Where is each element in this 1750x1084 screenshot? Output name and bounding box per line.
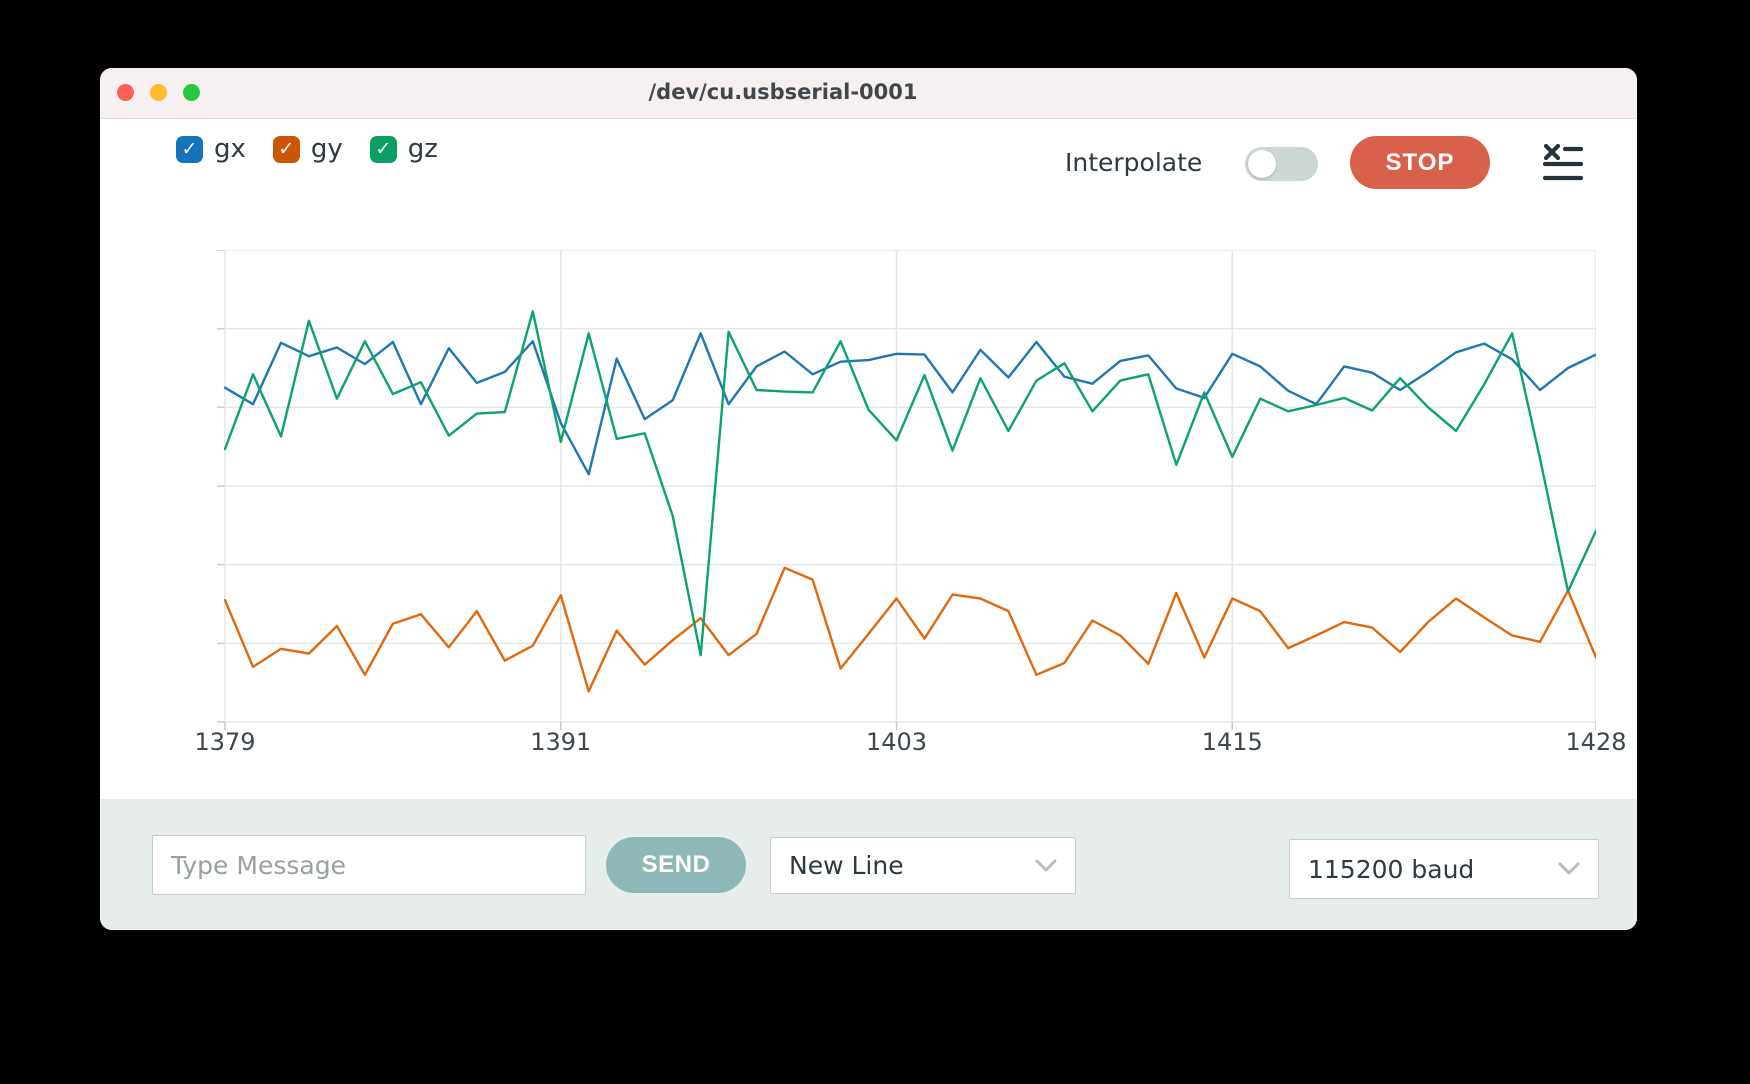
- x-tick-label: 1391: [530, 728, 592, 756]
- minimize-button[interactable]: [150, 84, 167, 101]
- legend-item-gx[interactable]: ✓ gx: [176, 134, 246, 164]
- window-title: /dev/cu.usbserial-0001: [648, 80, 918, 104]
- legend-item-gz[interactable]: ✓ gz: [369, 134, 438, 164]
- series-legend: ✓ gx ✓ gy ✓ gz: [176, 134, 438, 164]
- app-window: /dev/cu.usbserial-0001 ✓ gx ✓ gy ✓ gz In…: [100, 68, 1637, 930]
- legend-item-gy[interactable]: ✓ gy: [272, 134, 343, 164]
- gx-checkbox[interactable]: ✓: [176, 135, 203, 163]
- send-button[interactable]: SEND: [606, 837, 746, 893]
- baud-rate-value: 115200 baud: [1308, 854, 1475, 884]
- toggle-knob: [1248, 150, 1276, 178]
- gx-label: gx: [214, 134, 246, 164]
- chevron-down-icon: [1558, 862, 1580, 875]
- x-tick-label: 1428: [1565, 728, 1627, 756]
- baud-rate-select[interactable]: 115200 baud: [1289, 839, 1599, 899]
- gz-checkbox[interactable]: ✓: [369, 135, 397, 163]
- line-ending-value: New Line: [789, 851, 904, 880]
- line-ending-select[interactable]: New Line: [770, 837, 1076, 894]
- title-bar: /dev/cu.usbserial-0001: [100, 68, 1637, 119]
- chevron-down-icon: [1035, 859, 1057, 871]
- chart[interactable]: [217, 250, 1596, 732]
- x-tick-label: 1415: [1201, 728, 1263, 756]
- gy-label: gy: [310, 134, 343, 164]
- x-tick-label: 1403: [865, 728, 928, 756]
- gz-label: gz: [407, 134, 438, 164]
- zoom-button[interactable]: [183, 84, 200, 101]
- bottom-bar: SEND New Line 115200 baud: [100, 799, 1637, 930]
- interpolate-toggle[interactable]: [1245, 147, 1318, 181]
- close-button[interactable]: [117, 84, 134, 101]
- interpolate-label: Interpolate: [1065, 148, 1203, 177]
- x-tick-label: 1379: [194, 728, 256, 756]
- clear-list-icon[interactable]: [1543, 143, 1583, 183]
- gy-checkbox[interactable]: ✓: [272, 135, 300, 163]
- message-input[interactable]: [152, 835, 586, 895]
- stop-button[interactable]: STOP: [1350, 136, 1490, 189]
